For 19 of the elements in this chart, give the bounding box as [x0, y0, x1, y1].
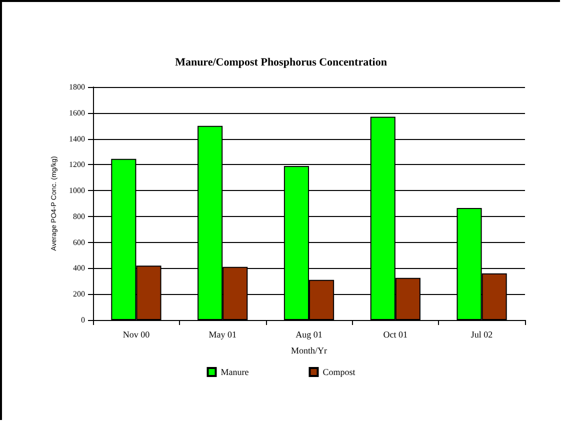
y-tick-label: 0 [81, 316, 85, 324]
legend-label: Manure [220, 367, 249, 377]
chart-title: Manure/Compost Phosphorus Concentration [175, 56, 387, 68]
y-tick-label: 1600 [69, 108, 85, 118]
legend-label: Compost [322, 367, 356, 377]
x-tick-label: Aug 01 [296, 330, 322, 340]
y-tick-label: 1400 [69, 134, 85, 144]
x-tick-label: Nov 00 [122, 330, 150, 340]
y-tick-label: 600 [73, 238, 85, 247]
x-tick-label: Jul 02 [470, 330, 493, 340]
y-tick-label: 1800 [69, 82, 85, 92]
y-tick-label: 1000 [69, 186, 85, 196]
y-tick-label: 200 [73, 290, 85, 299]
x-axis-title: Month/Yr [291, 346, 328, 356]
y-tick-label: 800 [73, 212, 85, 221]
x-tick-label: May 01 [208, 330, 236, 340]
y-tick-label: 400 [73, 264, 85, 273]
y-tick-label: 1200 [69, 160, 85, 170]
x-tick-label: Oct 01 [383, 330, 408, 340]
